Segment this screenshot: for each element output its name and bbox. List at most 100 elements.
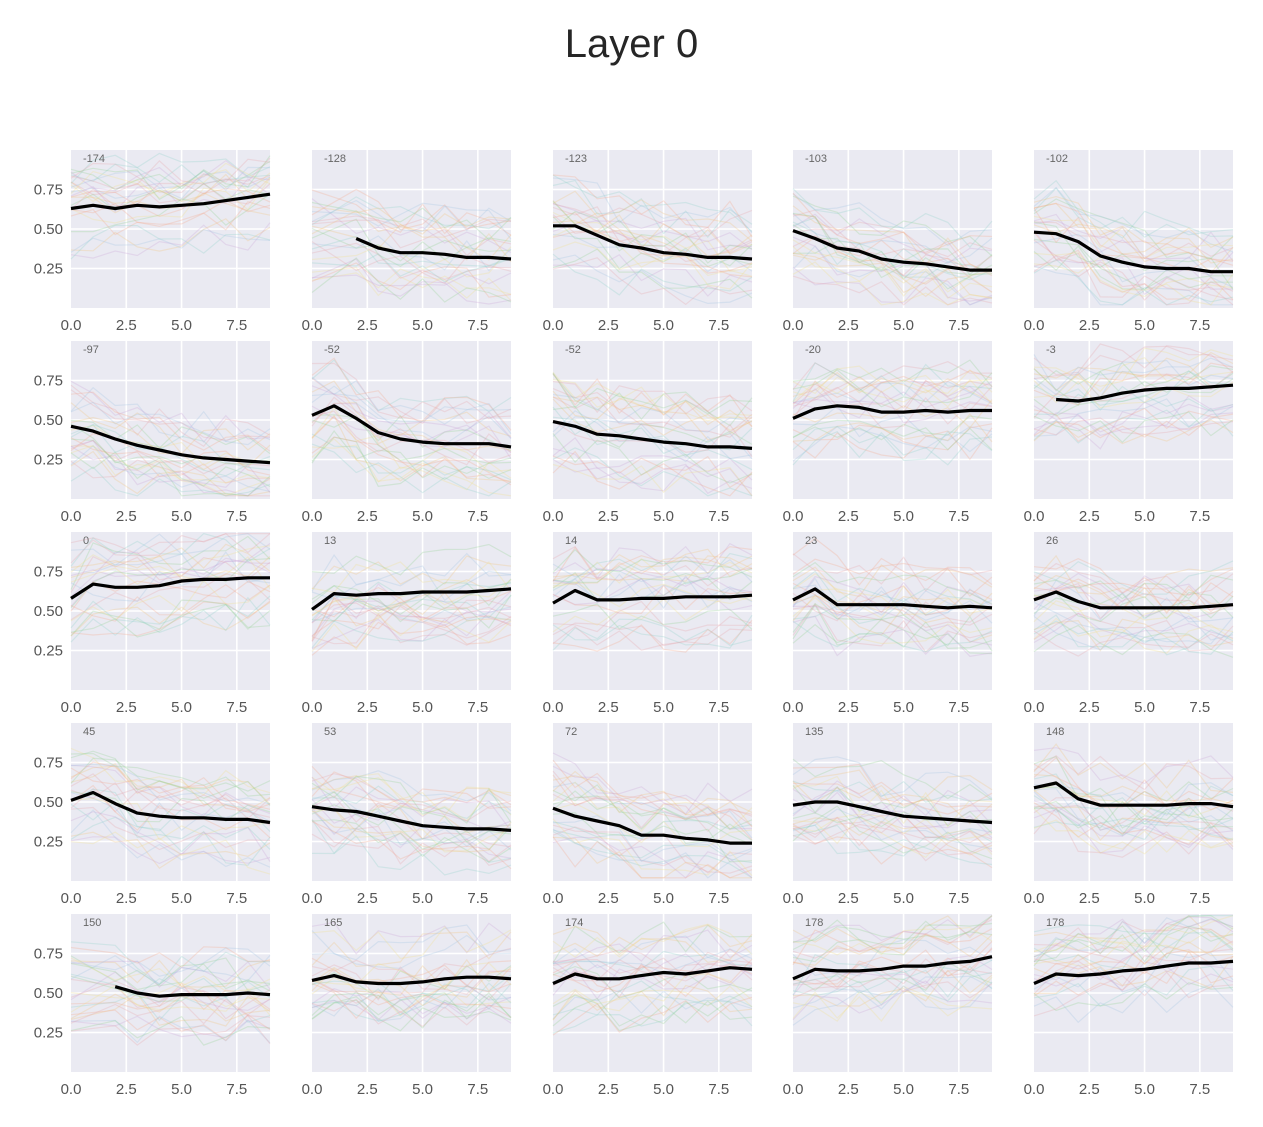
sample-trace (1033, 620, 1234, 655)
mean-series-line (1033, 781, 1234, 809)
sample-trace (792, 240, 993, 290)
sample-trace (1033, 557, 1234, 596)
x-tick-label: 7.5 (467, 890, 488, 907)
x-tick-label: 2.5 (1079, 890, 1100, 907)
subplot-label: -123 (565, 153, 587, 165)
subplot: 23 0.0 2.5 5.0 7.5 (783, 532, 993, 716)
subplot: -20 0.0 2.5 5.0 7.5 (783, 341, 993, 525)
x-tick-label: 5.0 (412, 890, 433, 907)
sample-trace (70, 998, 271, 1025)
subplot-label: -52 (324, 344, 340, 356)
sample-trace (552, 565, 753, 583)
sample-trace (1033, 411, 1234, 450)
sample-trace (1033, 617, 1234, 654)
subplot: 150 0.0 2.5 5.0 7.5 0.75 0.50 0.25 (34, 914, 271, 1098)
sample-trace (1033, 624, 1234, 658)
sample-trace (1033, 207, 1234, 262)
sample-trace (792, 386, 993, 429)
sample-trace (552, 935, 753, 969)
sample-trace (1033, 747, 1234, 785)
sample-trace (1033, 950, 1234, 997)
sample-trace (792, 948, 993, 985)
sample-trace (1033, 965, 1234, 1007)
sample-trace (70, 424, 271, 471)
sample-trace (792, 813, 993, 842)
sample-trace (792, 985, 993, 1022)
sample-trace (1033, 572, 1234, 607)
x-tick-label: 0.0 (302, 890, 323, 907)
sample-trace (70, 1014, 271, 1046)
sample-trace (70, 224, 271, 260)
sample-trace (552, 790, 753, 845)
subplot: 178 0.0 2.5 5.0 7.5 (783, 914, 993, 1098)
sample-trace (311, 215, 512, 257)
sample-trace (552, 567, 753, 593)
sample-trace (70, 444, 271, 492)
sample-trace (70, 532, 270, 555)
x-tick-label: 7.5 (1189, 1081, 1210, 1098)
sample-trace (792, 415, 993, 441)
sample-trace (1033, 795, 1234, 841)
sample-trace (552, 836, 752, 879)
x-tick-label: 2.5 (116, 890, 137, 907)
sample-trace (1033, 378, 1234, 417)
sample-trace (1033, 791, 1234, 832)
sample-trace (70, 440, 271, 493)
sample-trace (1033, 574, 1234, 613)
sample-trace (792, 195, 993, 257)
sample-trace (552, 455, 753, 489)
sample-trace (70, 182, 271, 212)
x-tick-label: 0.0 (302, 699, 323, 716)
sample-trace (311, 992, 512, 1020)
y-tick-label: 0.50 (34, 985, 63, 1002)
sample-trace (552, 254, 753, 305)
sample-trace (1033, 591, 1234, 623)
mean-series-line (1033, 590, 1234, 610)
sample-trace (1033, 800, 1234, 830)
sample-trace (1033, 804, 1234, 835)
sample-trace (311, 199, 512, 240)
sample-trace (792, 919, 993, 959)
sample-trace (70, 451, 271, 497)
sample-trace (792, 592, 993, 629)
sample-trace (552, 921, 753, 964)
subplot: 53 0.0 2.5 5.0 7.5 (302, 723, 512, 907)
x-tick-label: 5.0 (412, 699, 433, 716)
subplot: 13 0.0 2.5 5.0 7.5 (302, 532, 512, 716)
sample-trace (70, 982, 271, 1008)
sample-trace (1033, 574, 1234, 600)
sample-trace (552, 253, 753, 296)
sample-trace (1033, 586, 1234, 620)
sample-trace (70, 228, 271, 253)
x-tick-label: 2.5 (357, 699, 378, 716)
subplot: -128 0.0 2.5 5.0 7.5 (302, 150, 512, 334)
sample-trace (311, 362, 512, 420)
sample-trace (311, 415, 512, 486)
sample-trace (792, 965, 993, 1006)
sample-trace (1033, 223, 1234, 274)
subplot: 165 0.0 2.5 5.0 7.5 (302, 914, 512, 1098)
sample-trace (552, 555, 753, 582)
sample-trace (1033, 359, 1234, 399)
sample-trace (1033, 343, 1234, 376)
sample-trace (70, 532, 271, 567)
sample-trace (552, 214, 753, 257)
sample-trace (311, 821, 512, 870)
sample-trace (792, 412, 993, 443)
sample-trace (311, 992, 512, 1029)
sample-trace (1033, 983, 1234, 1024)
sample-trace (311, 967, 512, 1004)
sample-trace (552, 770, 753, 821)
sample-trace (1033, 808, 1234, 853)
sample-trace (1033, 612, 1234, 652)
sample-trace (70, 380, 271, 443)
mean-series-line (792, 587, 993, 610)
sample-trace (311, 198, 512, 254)
sample-trace (792, 425, 993, 462)
sample-trace (552, 965, 753, 999)
sample-trace (311, 819, 512, 863)
sample-trace (552, 179, 753, 239)
x-tick-label: 0.0 (61, 508, 82, 525)
sample-trace (70, 601, 271, 637)
sample-trace (311, 605, 512, 642)
